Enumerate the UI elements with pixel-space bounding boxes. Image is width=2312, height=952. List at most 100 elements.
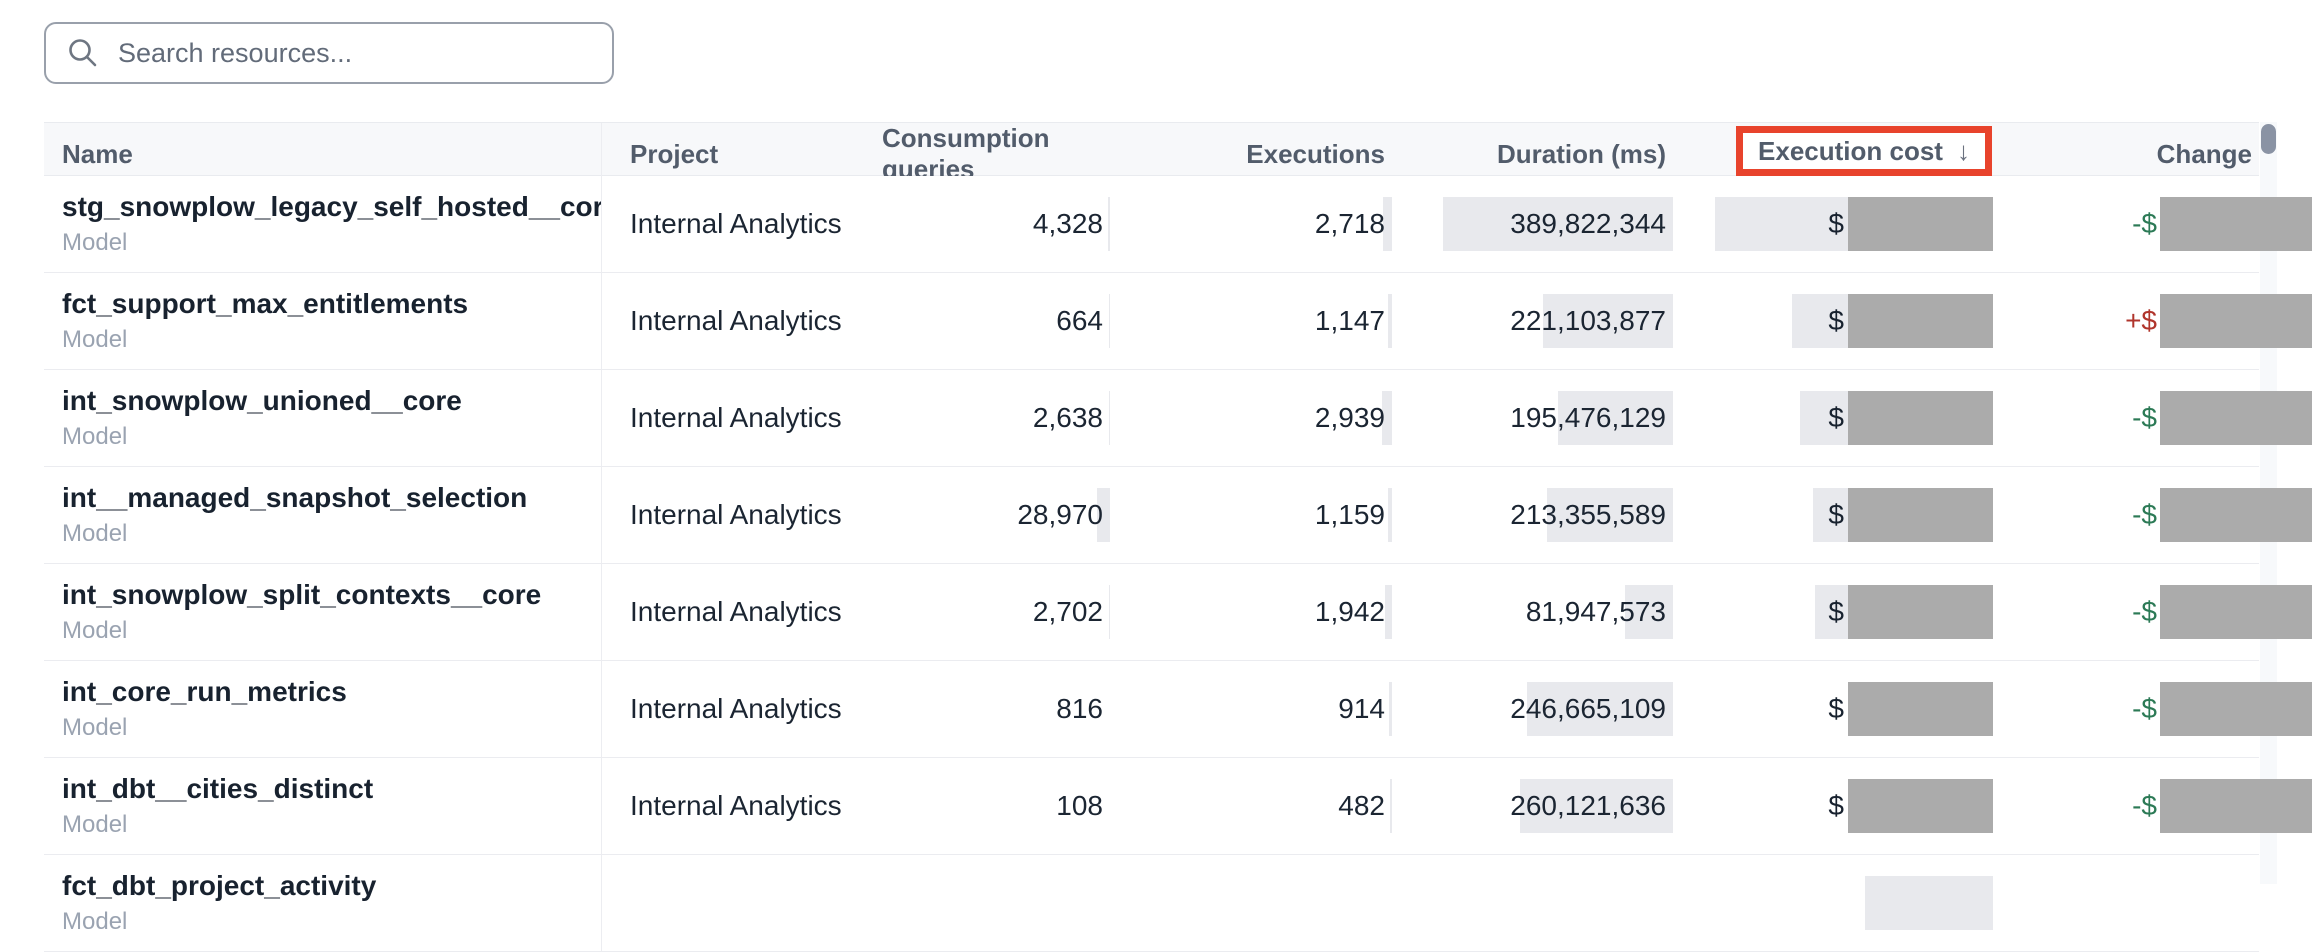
resource-name-cell[interactable]: stg_snowplow_legacy_self_hosted__cor... M… xyxy=(44,176,602,272)
table-row[interactable]: int_core_run_metrics Model Internal Analyt… xyxy=(44,661,2312,758)
resource-name[interactable]: int_dbt__cities_distinct xyxy=(62,773,374,804)
table-row[interactable]: int_dbt__cities_distinct Model Internal An… xyxy=(44,758,2312,855)
redaction-block xyxy=(2160,682,2312,736)
consumption-cell: 108 xyxy=(882,758,1110,854)
resource-name[interactable]: fct_support_max_entitlements xyxy=(62,288,469,319)
duration-cell: 389,822,344 xyxy=(1392,176,1673,272)
executions-databar xyxy=(1388,294,1392,348)
redaction-block xyxy=(1848,197,1993,251)
consumption-databar xyxy=(1109,294,1110,348)
resource-name-cell[interactable]: int_snowplow_split_contexts__core Model xyxy=(44,564,602,660)
column-header-executions[interactable]: Executions xyxy=(1246,138,1385,169)
resource-name-cell[interactable]: int_snowplow_unioned__core Model xyxy=(44,370,602,466)
consumption-cell: 4,328 xyxy=(882,176,1110,272)
duration-cell xyxy=(1392,855,1673,951)
redaction-block xyxy=(2160,488,2312,542)
executions-value: 1,942 xyxy=(1314,596,1385,627)
resource-name-cell[interactable]: int_dbt__cities_distinct Model xyxy=(44,758,602,854)
redaction-block xyxy=(2160,197,2312,251)
table-row[interactable]: fct_dbt_project_activity Model xyxy=(44,855,2259,952)
duration-cell: 81,947,573 xyxy=(1392,564,1673,660)
project-cell: Internal Analytics xyxy=(630,499,842,530)
table-row[interactable]: int_snowplow_unioned__core Model Internal … xyxy=(44,370,2312,467)
resource-name[interactable]: fct_dbt_project_activity xyxy=(62,870,377,901)
column-header-execution-cost[interactable]: Execution cost xyxy=(1758,135,1943,166)
change-prefix: -$ xyxy=(2132,208,2157,239)
resource-type: Model xyxy=(62,423,128,450)
resource-name[interactable]: stg_snowplow_legacy_self_hosted__cor... xyxy=(62,191,602,222)
duration-databar xyxy=(1625,585,1673,639)
consumption-databar xyxy=(1097,488,1110,542)
duration-value: 389,822,344 xyxy=(1510,208,1666,239)
redaction-block xyxy=(1848,585,1993,639)
change-prefix: -$ xyxy=(2132,596,2157,627)
duration-value: 221,103,877 xyxy=(1510,305,1666,336)
sort-descending-icon[interactable]: ↓ xyxy=(1956,135,1970,166)
consumption-value: 4,328 xyxy=(1032,208,1103,239)
duration-cell: 221,103,877 xyxy=(1392,273,1673,369)
table-row[interactable]: int_snowplow_split_contexts__core Model In… xyxy=(44,564,2312,661)
consumption-cell xyxy=(882,855,1110,951)
redaction-block xyxy=(2160,779,2312,833)
project-cell: Internal Analytics xyxy=(630,693,842,724)
currency-symbol: $ xyxy=(1828,305,1844,336)
currency-symbol: $ xyxy=(1828,790,1844,821)
table-row[interactable]: stg_snowplow_legacy_self_hosted__cor... M… xyxy=(44,176,2312,273)
change-prefix: +$ xyxy=(2125,305,2157,336)
resource-name[interactable]: int__managed_snapshot_selection xyxy=(62,482,528,513)
duration-databar xyxy=(1520,779,1673,833)
executions-value: 1,147 xyxy=(1314,305,1385,336)
change-cell: -$ xyxy=(2000,467,2312,563)
resource-type: Model xyxy=(62,617,128,644)
resource-name-cell[interactable]: int_core_run_metrics Model xyxy=(44,661,602,757)
duration-cell: 195,476,129 xyxy=(1392,370,1673,466)
search-box[interactable] xyxy=(44,22,614,84)
consumption-databar xyxy=(1108,197,1110,251)
redaction-block xyxy=(1848,294,1993,348)
duration-databar xyxy=(1558,391,1673,445)
resource-type: Model xyxy=(62,908,128,935)
table-row[interactable]: int__managed_snapshot_selection Model Inte… xyxy=(44,467,2312,564)
table-row[interactable]: fct_support_max_entitlements Model Interna… xyxy=(44,273,2312,370)
resource-name[interactable]: int_snowplow_split_contexts__core xyxy=(62,579,542,610)
change-prefix: -$ xyxy=(2132,790,2157,821)
column-header-name[interactable]: Name xyxy=(44,123,602,185)
resource-name-cell[interactable]: fct_support_max_entitlements Model xyxy=(44,273,602,369)
duration-value: 213,355,589 xyxy=(1510,499,1666,530)
resource-name[interactable]: int_core_run_metrics xyxy=(62,676,347,707)
execution-cost-cell: $ xyxy=(1673,564,2000,660)
search-input[interactable] xyxy=(118,37,592,69)
resources-table: Name Project Consumption queries Executions… xyxy=(44,122,2312,952)
project-cell: Internal Analytics xyxy=(630,208,842,239)
execution-cost-cell: $ xyxy=(1673,758,2000,854)
executions-databar xyxy=(1383,197,1392,251)
annotation-highlight-box: Execution cost ↓ xyxy=(1736,126,1992,176)
resource-type: Model xyxy=(62,520,128,547)
executions-cell: 2,939 xyxy=(1110,370,1392,466)
consumption-value: 2,638 xyxy=(1032,402,1103,433)
resource-name-cell[interactable]: int__managed_snapshot_selection Model xyxy=(44,467,602,563)
column-header-consumption[interactable]: Consumption queries xyxy=(882,123,1050,184)
column-header-project[interactable]: Project xyxy=(630,138,719,169)
duration-databar xyxy=(1547,488,1673,542)
executions-databar xyxy=(1389,682,1392,736)
change-cell: -$ xyxy=(2000,661,2312,757)
redaction-block xyxy=(1848,682,1993,736)
vertical-scrollbar-thumb[interactable] xyxy=(2261,124,2276,154)
duration-cell: 260,121,636 xyxy=(1392,758,1673,854)
execution-cost-cell: $ xyxy=(1673,370,2000,466)
duration-databar xyxy=(1443,197,1673,251)
executions-value: 2,939 xyxy=(1314,402,1385,433)
executions-value: 2,718 xyxy=(1314,208,1385,239)
consumption-databar xyxy=(1109,391,1110,445)
consumption-value: 664 xyxy=(1056,305,1103,336)
executions-cell: 2,718 xyxy=(1110,176,1392,272)
executions-value: 482 xyxy=(1338,790,1385,821)
resource-name[interactable]: int_snowplow_unioned__core xyxy=(62,385,462,416)
execution-cost-cell: $ xyxy=(1673,273,2000,369)
column-header-change[interactable]: Change xyxy=(2156,138,2252,169)
duration-value: 81,947,573 xyxy=(1525,596,1666,627)
resource-type: Model xyxy=(62,326,128,353)
column-header-duration[interactable]: Duration (ms) xyxy=(1497,138,1666,169)
resource-name-cell[interactable]: fct_dbt_project_activity Model xyxy=(44,855,602,951)
